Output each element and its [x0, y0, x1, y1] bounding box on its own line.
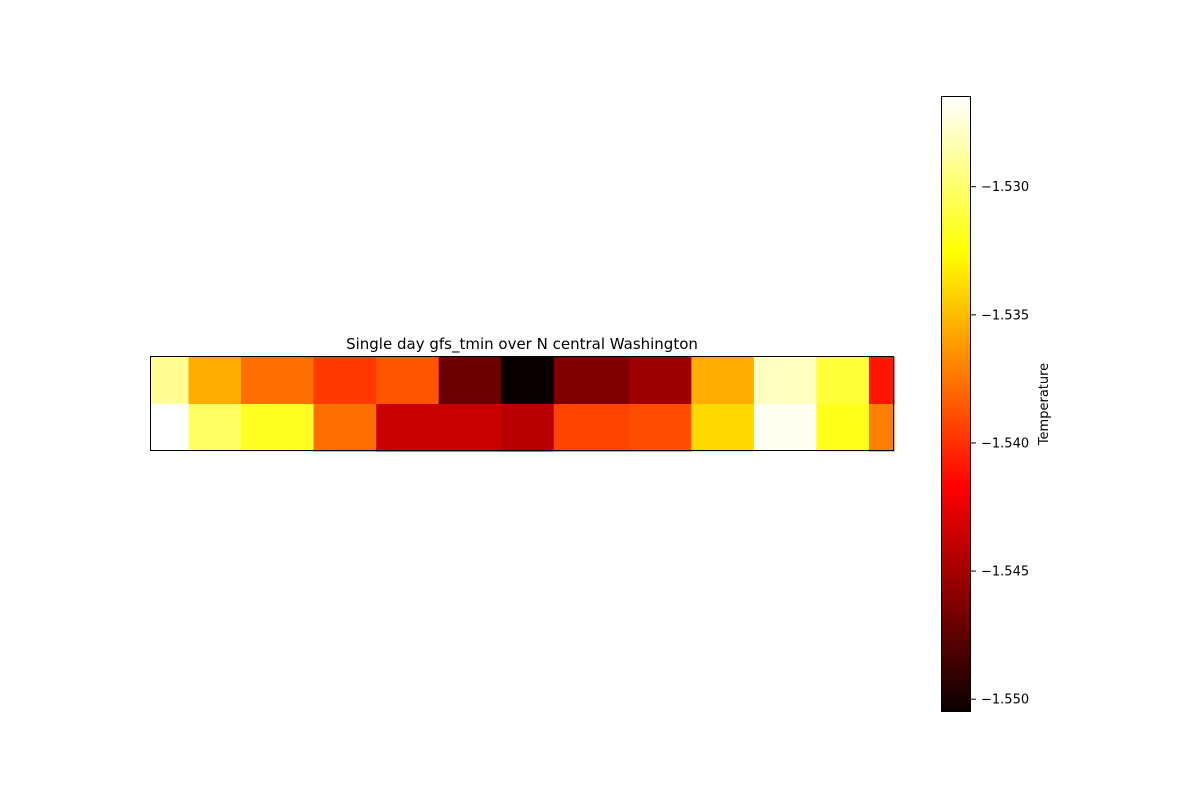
heatmap-cell-r1-c3 — [313, 404, 377, 452]
colorbar-ticks: −1.530 −1.535 −1.540 −1.545 −1.550 — [971, 180, 1029, 708]
heatmap-cell-r0-c6 — [501, 357, 555, 405]
colorbar-label: Temperature — [1037, 363, 1052, 446]
colorbar-tick-label: −1.530 — [981, 180, 1029, 195]
heatmap-cell-r1-c5 — [438, 404, 502, 452]
heatmap-cell-r0-c11 — [816, 357, 870, 405]
heatmap-cell-r1-c12 — [868, 404, 895, 452]
colorbar-tick-label: −1.540 — [981, 436, 1029, 451]
heatmap-cell-r0-c1 — [188, 357, 242, 405]
heatmap-cell-r0-c12 — [868, 357, 895, 405]
heatmap-cell-r1-c0 — [151, 404, 190, 452]
heatmap-cell-r1-c2 — [241, 404, 315, 452]
colorbar — [941, 96, 971, 712]
heatmap-cell-r1-c8 — [628, 404, 692, 452]
heatmap-cell-r0-c2 — [241, 357, 315, 405]
heatmap-cell-r0-c5 — [438, 357, 502, 405]
chart-title: Single day gfs_tmin over N central Washi… — [346, 335, 698, 354]
colorbar-tick-label: −1.550 — [981, 693, 1029, 708]
heatmap-cell-r0-c0 — [151, 357, 190, 405]
heatmap-cell-r1-c1 — [188, 404, 242, 452]
heatmap-frame — [150, 356, 894, 451]
heatmap-cell-r1-c6 — [501, 404, 555, 452]
heatmap-cell-r0-c4 — [376, 357, 440, 405]
heatmap-cell-r0-c9 — [691, 357, 755, 405]
heatmap-cell-r0-c8 — [628, 357, 692, 405]
heatmap-cell-r1-c7 — [553, 404, 630, 452]
colorbar-tick-label: −1.545 — [981, 565, 1029, 580]
heatmap-cell-r1-c4 — [376, 404, 440, 452]
heatmap-cell-r0-c3 — [313, 357, 377, 405]
heatmap-cell-r0-c10 — [753, 357, 818, 405]
heatmap-cell-r1-c9 — [691, 404, 755, 452]
heatmap-cell-r0-c7 — [553, 357, 630, 405]
heatmap-cell-r1-c10 — [753, 404, 818, 452]
heatmap-cell-r1-c11 — [816, 404, 870, 452]
heatmap-cells — [151, 357, 895, 452]
colorbar-tick-label: −1.535 — [981, 308, 1029, 323]
